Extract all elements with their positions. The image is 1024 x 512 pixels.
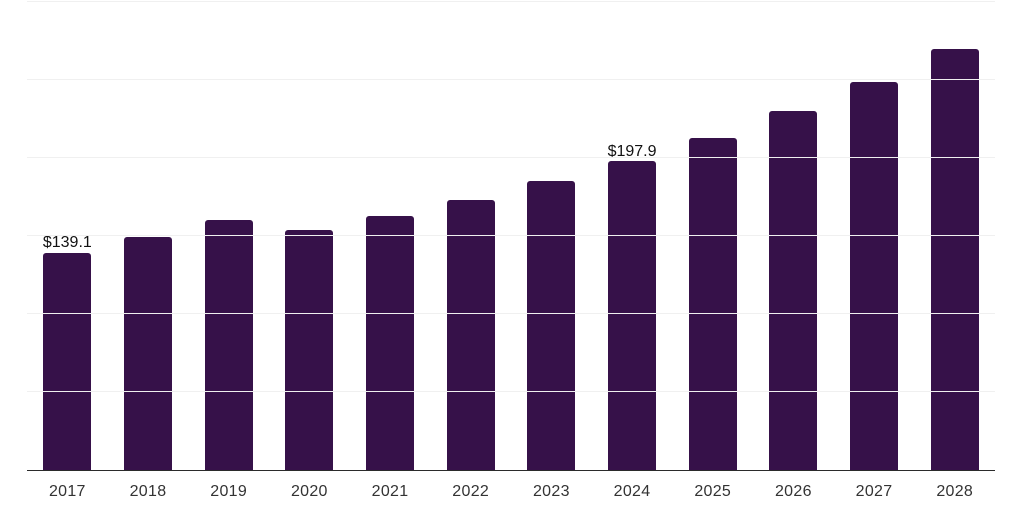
bar-slot: [834, 2, 915, 470]
bar-2025: [688, 137, 737, 470]
bar-2028: [930, 48, 979, 470]
bar-slot: $197.9: [592, 2, 673, 470]
bar-slot: [188, 2, 269, 470]
bar-slot: $139.1: [27, 2, 108, 470]
bar-slot: [269, 2, 350, 470]
bar-2018: [124, 237, 172, 470]
bar-2020: [285, 229, 334, 470]
bar-slot: [511, 2, 592, 470]
bar-slot: [350, 2, 431, 470]
bar-slot: [430, 2, 511, 470]
x-tick-label: 2017: [48, 483, 86, 500]
x-axis-labels: 2017 2018 2019 2020 2021 2022 2023 2024 2025 2026…: [27, 471, 995, 501]
bar-value-label: $139.1: [42, 234, 92, 252]
x-tick-label: 2025: [694, 483, 732, 500]
x-tick-label: 2024: [613, 483, 651, 500]
gridline: [27, 79, 995, 80]
x-tick-label: 2026: [774, 483, 812, 500]
bar-slot: [914, 2, 995, 470]
bar-2021: [366, 215, 415, 470]
bar-2027: [850, 81, 899, 470]
x-tick-label: 2021: [371, 483, 409, 500]
x-tick-label: 2027: [855, 483, 893, 500]
x-tick-label: 2019: [210, 483, 248, 500]
x-tick-label: 2018: [129, 483, 167, 500]
bar-2022: [446, 200, 495, 470]
gridline: [27, 391, 995, 393]
bar-2019: [204, 219, 253, 470]
bar-slot: [753, 2, 834, 470]
bar-slots: $139.1 $197.9: [27, 2, 995, 470]
gridline: [27, 157, 995, 159]
bar-2024: [608, 161, 657, 470]
x-tick-label: 2020: [290, 483, 328, 500]
gridline: [27, 235, 995, 236]
gridline: [27, 313, 995, 315]
bar-2023: [527, 181, 576, 470]
bar-slot: [672, 2, 753, 470]
x-tick-label: 2028: [936, 483, 974, 500]
gridline: [27, 1, 995, 2]
x-tick-label: 2022: [452, 483, 490, 500]
bar-2026: [769, 111, 818, 470]
bar-2017: [43, 253, 92, 470]
bar-value-label: $197.9: [607, 142, 657, 160]
x-tick-label: 2023: [532, 483, 570, 500]
bar-slot: [108, 2, 189, 470]
plot-area: $139.1 $197.9: [27, 1, 995, 471]
